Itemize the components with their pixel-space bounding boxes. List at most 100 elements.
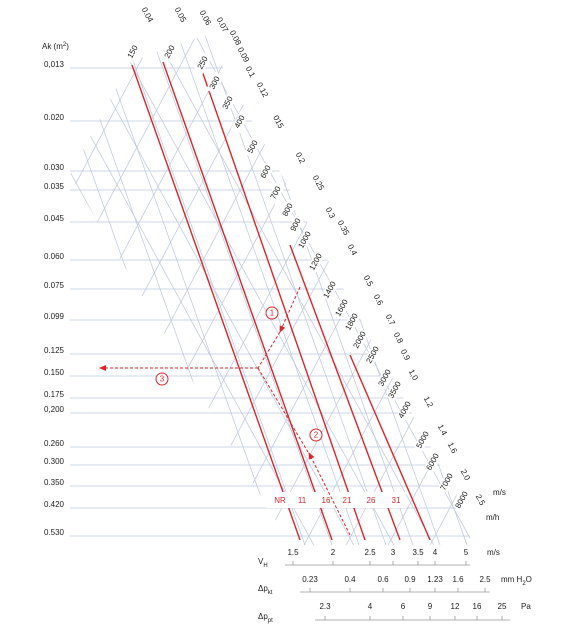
ak-label: 0.035 [44, 182, 65, 191]
ms-label: 0.3 [324, 206, 337, 221]
ak-label: 0.075 [44, 281, 65, 290]
ms-label: 0.7 [384, 313, 397, 328]
grid-line [0, 0, 24, 600]
scale-name-sub: H [263, 563, 267, 569]
grid-line [0, 0, 1, 600]
grid-line [0, 0, 184, 600]
ak-label: 0.045 [44, 214, 65, 223]
ms-unit: m/s [493, 488, 506, 497]
grid-line [0, 0, 144, 600]
scale-label: 3 [391, 548, 396, 557]
scale-label: 3.5 [412, 548, 424, 557]
nr-line [163, 62, 332, 540]
grid-line [58, 0, 271, 600]
ak-label: 0,013 [44, 60, 65, 69]
grid-line [139, 0, 352, 600]
grid-line [0, 0, 224, 600]
scale-label: 12 [451, 602, 460, 611]
ak-label: 0.530 [44, 528, 65, 537]
grid-line [275, 0, 562, 600]
ms-label: 015 [271, 114, 285, 130]
ak-label: 0.260 [44, 439, 65, 448]
scale-unit: mm H2O [501, 575, 532, 586]
nr-label: 26 [367, 496, 376, 505]
grid-line [496, 0, 562, 600]
ak-label: 0.175 [44, 390, 65, 399]
scale-label: 0.4 [344, 575, 356, 584]
ms-label: 0.12 [255, 81, 271, 99]
grid-line [463, 0, 562, 600]
grid-line [0, 0, 28, 600]
grid-line [544, 0, 562, 600]
ms-label: 0.35 [336, 219, 352, 237]
scale-unit: Pa [521, 602, 531, 611]
grid-line [517, 0, 562, 600]
ak-label: 0.350 [44, 478, 65, 487]
scale-unit-part: Pa [521, 602, 531, 611]
scale-label: 4 [433, 548, 438, 557]
ms-label: 0.6 [372, 293, 385, 308]
ms-label: 1.4 [436, 423, 449, 438]
nr-bg [266, 492, 406, 508]
ak-label: 0,200 [44, 405, 65, 414]
ms-label: 2.5 [474, 493, 487, 508]
grid-line [317, 0, 562, 600]
scale-name: Δpkt [258, 584, 273, 595]
nr-label: 11 [298, 496, 307, 505]
scale-label: 16 [473, 602, 482, 611]
scale-label: 0.9 [404, 575, 416, 584]
grid-line [0, 0, 173, 600]
scale-name-main: Δp [258, 584, 268, 593]
grid-line [416, 0, 562, 600]
scale-label: 25 [498, 602, 507, 611]
ms-label: 0.04 [140, 6, 156, 24]
grid-line [0, 0, 104, 600]
ms-label: 0.9 [399, 348, 412, 363]
ak-label: 0.099 [44, 312, 65, 321]
ms-label: 0.2 [294, 151, 307, 166]
ms-label: 2.0 [459, 468, 472, 483]
annotation: 2 [314, 431, 319, 440]
ak-label: 0.030 [44, 163, 65, 172]
scale-label: 1.6 [452, 575, 464, 584]
grid-line [0, 0, 82, 600]
grid-line [0, 0, 47, 600]
ms-label: 0.25 [311, 174, 327, 192]
scale-label: 0.23 [302, 575, 318, 584]
grid-line [536, 0, 562, 600]
ak-label: 0.020 [44, 113, 65, 122]
ms-label: 0.06 [198, 9, 214, 27]
grid-line [355, 0, 562, 600]
annotation: 3 [160, 375, 165, 384]
scale-label: 5 [464, 548, 469, 557]
grid-line [23, 0, 341, 600]
grid-line [0, 0, 131, 600]
grid-line [0, 0, 163, 600]
nr-line [132, 65, 300, 540]
scale-name: Δppt [258, 612, 273, 623]
grid-line [0, 0, 5, 600]
scale-name-main: Δp [258, 612, 268, 621]
ms-label: 0.1 [244, 65, 257, 80]
ms-label: 0.4 [346, 243, 359, 258]
nr-label: 31 [392, 496, 401, 505]
scale-label: 0.6 [377, 575, 389, 584]
grid-line [4, 0, 217, 600]
grid-line [336, 0, 562, 600]
scale-name: VH [258, 557, 268, 568]
ak-label: 0.125 [44, 346, 65, 355]
grid-line [328, 0, 541, 600]
scale-label: 9 [428, 602, 433, 611]
scale-label: 4 [368, 602, 373, 611]
scale-name-sub: pt [268, 618, 273, 624]
grid-line [0, 0, 299, 600]
grid-line [247, 0, 460, 600]
grid-line [149, 0, 467, 600]
nr-label: NR [274, 496, 286, 505]
mh-unit: m/h [486, 513, 499, 522]
grid-line [0, 0, 136, 600]
grid-line [0, 0, 215, 600]
grid-line [112, 0, 325, 600]
ms-label: 0.8 [392, 331, 405, 346]
grid-line [376, 0, 562, 600]
